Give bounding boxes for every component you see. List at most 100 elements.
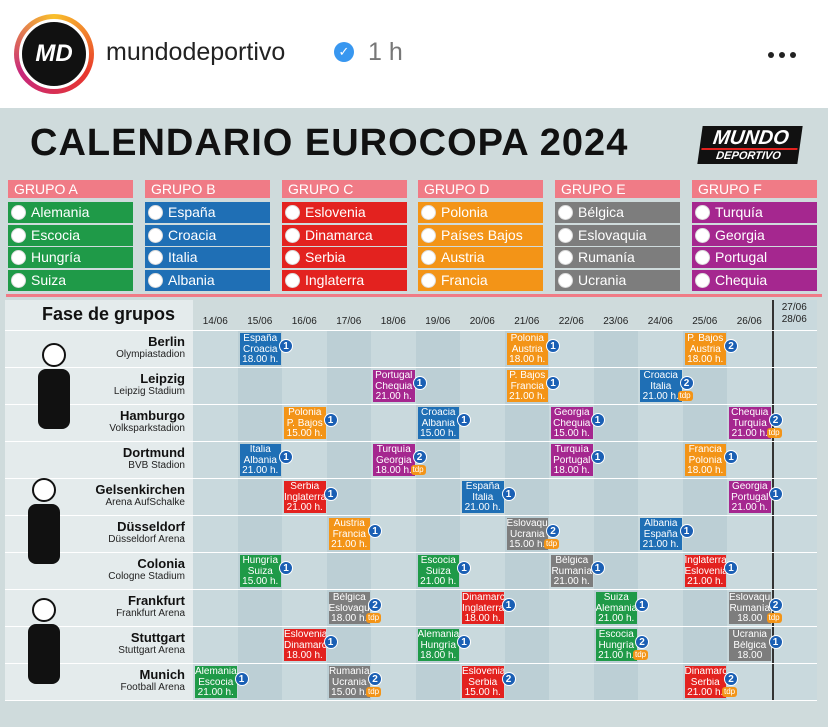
match-team: Eslovenia [684,566,727,577]
match-team: Suiza [247,566,273,577]
team-row: Georgia [692,224,817,246]
venue-stadium: Football Arena [120,682,186,693]
team-row: España [145,202,270,223]
match-time: 21.00 h. [642,540,679,550]
match: Austria Francia 21.00 h. [328,518,370,550]
match-time: 21.00 h. [731,429,768,439]
channel-badge: 1 [368,524,382,538]
match-team: Serbia [690,677,720,688]
flag [11,272,26,288]
row-line [5,367,817,368]
flag [695,205,710,220]
team-name: Inglaterra [305,271,365,288]
channel-badge: 2 [635,635,649,649]
team-row: Rumanía [555,247,680,269]
match-team: Inglaterra [684,556,727,566]
venue-city: Colonia [137,556,185,571]
channel-badge: 1 [590,413,605,427]
team-name: Albania [168,271,215,288]
team-row: Italia [145,247,270,269]
match: Inglaterra Eslovenia 21.00 h. [684,555,727,587]
match-time: 21.00 h. [464,503,501,513]
team-name: Escocia [31,226,81,243]
row-line [5,515,817,516]
match: Albania España 21.00 h. [640,518,682,550]
match-team: Alemania [595,603,638,614]
match-time: 18.00 h. [687,466,724,476]
row-line [5,330,817,331]
match-time: 15.00 h. [331,688,368,698]
match-time: 21.00 h. [642,392,679,402]
tdp-tag: tdp [544,539,560,549]
match-team: Dinamarca [684,667,727,677]
match-team: P. Bajos [687,334,724,344]
match-team: Portugal [553,455,591,466]
divider [6,294,822,297]
match: Francia Polonia 18.00 h. [684,444,726,476]
team-row: Dinamarca [282,224,407,246]
flag [148,205,163,220]
match-team: Croacia [643,371,678,381]
avatar-ring[interactable]: MD [14,14,94,94]
match-time: 21.00 h. [375,392,412,402]
team-name: Chequia [715,271,768,288]
match-time: 21.00 h. [286,503,323,513]
team-name: Eslovenia [305,204,366,220]
brand-line: MUNDO [711,127,791,149]
group-header: GRUPO C [282,180,407,198]
match: Alemania Escocia 21.00 h. [195,666,237,698]
schedule-heading: Fase de grupos [42,304,176,324]
date-label: 28/06 [781,314,807,325]
match-time: 15.00 h. [509,540,546,550]
match-team: Bélgica [555,556,589,566]
match-team: Italia [650,381,672,392]
match: Croacia Albania 15.00 h. [417,407,459,439]
match-time: 18.00 h. [331,614,368,624]
match-time: 21.00 h. [331,540,368,550]
venue-city: Leipzig [140,371,185,386]
match-time: 18.00 h. [687,355,724,365]
match-team: Bélgica [733,640,767,651]
match-team: Rumanía [551,566,593,577]
match-team: Escocia [598,630,634,640]
flag [148,227,163,243]
venue-city: Berlin [148,334,185,349]
brand-line: DEPORTIVO [699,148,798,162]
match-team: España [465,482,500,492]
match: España Italia 21.00 h. [462,481,504,513]
channel-badge: 1 [323,487,338,501]
row-line [5,626,817,627]
channel-badge: 1 [323,635,338,649]
match-team: Alemania [417,630,460,640]
flag [285,250,300,266]
match-team: Italia [472,492,494,503]
mascot [24,343,84,438]
flag [558,250,573,266]
username[interactable]: mundodeportivo [106,38,286,66]
team-name: España [168,204,216,220]
match-team: Rumanía [328,667,370,677]
match-team: Bélgica [332,593,366,603]
flag [148,250,163,266]
row-line [5,700,817,701]
match-team: Polonia [510,334,544,344]
match: Escocia Suiza 21.00 h. [417,555,459,587]
match-team: Escocia [420,556,456,566]
team-row: Países Bajos [418,224,543,246]
venue-stadium: Frankfurt Arena [116,608,185,619]
match-team: Austria [333,519,365,529]
match: Ucrania Bélgica 18.00 [729,629,771,661]
venue-city: Frankfurt [127,593,185,608]
team-name: Hungría [31,249,81,266]
channel-badge: 1 [457,413,471,427]
team-name: Portugal [715,249,768,266]
match-team: España [643,529,678,540]
channel-badge: 2 [501,672,516,686]
team-row: Polonia [418,202,543,223]
venue-stadium: Leipzig Stadium [113,386,185,397]
channel-badge: 1 [279,450,293,464]
match-team: Francia [688,445,722,455]
match-team: Inglaterra [284,492,326,503]
tdp-tag: tdp [722,687,738,697]
